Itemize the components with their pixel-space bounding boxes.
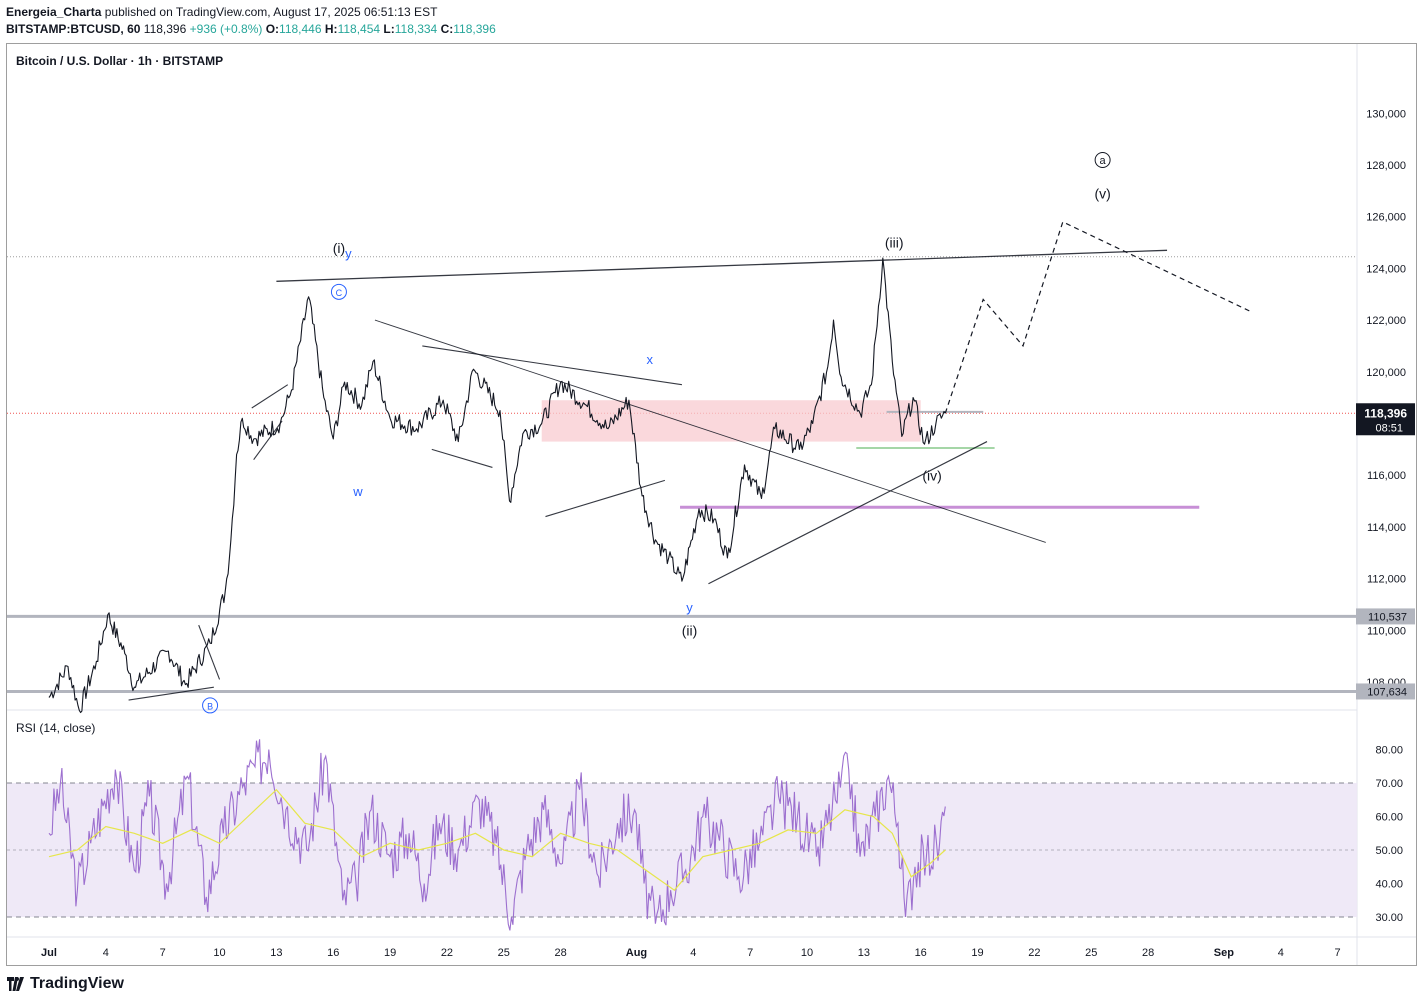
high-value: 118,454 — [337, 22, 381, 36]
open-value: 118,446 — [279, 22, 322, 36]
close-value: 118,396 — [453, 22, 496, 36]
rsi-pane-title: RSI (14, close) — [16, 721, 95, 735]
price-tick-3: 124,000 — [1366, 263, 1406, 275]
published-text: published on TradingView.com, August 17,… — [104, 5, 438, 19]
time-tick-22: 7 — [1335, 947, 1341, 959]
time-tick-17: 22 — [1028, 947, 1040, 959]
wave-label-3: w — [352, 484, 363, 499]
rsi-tick-4: 40.00 — [1375, 879, 1403, 891]
wave-label-7: (iii) — [885, 235, 904, 251]
wave-circle-2 — [330, 283, 347, 300]
tradingview-footer[interactable]: TradingView — [6, 975, 124, 993]
rsi-tick-5: 30.00 — [1375, 912, 1403, 924]
price-tick-2: 126,000 — [1366, 212, 1406, 224]
high-label: H: — [324, 22, 338, 36]
wave-label-2: C — [336, 288, 343, 298]
time-tick-16: 19 — [971, 947, 983, 959]
time-tick-8: 25 — [498, 947, 510, 959]
last-price: 118,396 — [143, 22, 187, 36]
countdown-tag: 08:51 — [1375, 422, 1403, 434]
price-series — [48, 257, 946, 714]
flag-top — [198, 624, 221, 680]
wave-label-6: (ii) — [682, 622, 698, 638]
time-tick-15: 16 — [915, 947, 927, 959]
rsi-tick-1: 70.00 — [1375, 778, 1403, 790]
price-change: +936 (+0.8%) — [189, 22, 263, 36]
time-tick-3: 10 — [213, 947, 225, 959]
wave-label-0: (i) — [333, 240, 345, 256]
wave-circle-9 — [202, 697, 219, 714]
time-tick-2: 7 — [160, 947, 166, 959]
price-pane-title: Bitcoin / U.S. Dollar · 1h · BITSTAMP — [16, 54, 223, 68]
wave-label-1: y — [345, 246, 352, 261]
price-tick-7: 116,000 — [1367, 470, 1406, 482]
time-tick-13: 10 — [801, 947, 813, 959]
author-name[interactable]: Energeia_Charta — [6, 5, 102, 19]
footer-brand: TradingView — [30, 975, 124, 992]
time-tick-6: 19 — [384, 947, 396, 959]
open-label: O: — [265, 22, 280, 36]
close-label: C: — [440, 22, 454, 36]
triangle-bottom-right — [545, 479, 666, 518]
low-value: 118,334 — [394, 22, 438, 36]
supply-zone — [541, 400, 921, 442]
wedge-top — [251, 384, 289, 409]
time-tick-21: 4 — [1278, 947, 1284, 959]
rsi-tick-0: 80.00 — [1375, 745, 1403, 757]
wave-label-11: (v) — [1094, 186, 1110, 202]
price-tick-5: 120,000 — [1366, 367, 1406, 379]
ohlc-line: BITSTAMP:BTCUSD, 60 118,396 +936 (+0.8%)… — [6, 22, 496, 36]
ascending-trendline — [708, 441, 988, 585]
time-tick-7: 22 — [441, 947, 453, 959]
rsi-tick-3: 50.00 — [1375, 845, 1403, 857]
wave-label-10: a — [1100, 155, 1107, 167]
time-tick-18: 25 — [1085, 947, 1097, 959]
price-tick-8: 114,000 — [1367, 522, 1406, 534]
price-tick-9: 112,000 — [1367, 574, 1406, 586]
tradingview-logo-icon — [7, 977, 24, 991]
time-tick-20: Sep — [1214, 947, 1234, 959]
chart-canvas[interactable]: Bitcoin / U.S. Dollar · 1h · BITSTAMP RSI… — [7, 44, 1416, 965]
wave-label-5: y — [686, 600, 693, 615]
wave-label-8: (iv) — [922, 467, 941, 483]
wedge-bottom — [253, 420, 283, 461]
upper-trendline — [276, 249, 1168, 282]
price-tick-0: 130,000 — [1366, 108, 1406, 120]
wave-label-9: B — [207, 701, 213, 711]
rsi-tick-2: 60.00 — [1375, 812, 1403, 824]
rsi-ma-line — [48, 788, 946, 892]
wave-circle-10 — [1094, 152, 1111, 168]
wave-label-4: x — [646, 352, 653, 367]
time-tick-14: 13 — [858, 947, 870, 959]
time-tick-4: 13 — [270, 947, 282, 959]
time-tick-1: 4 — [103, 947, 109, 959]
time-tick-9: 28 — [555, 947, 567, 959]
level-tag-bg-0 — [1356, 608, 1415, 625]
projection-path — [944, 221, 1253, 414]
descending-trendline — [374, 319, 1046, 543]
flag-bottom — [128, 686, 214, 701]
publish-line: Energeia_Charta published on TradingView… — [6, 5, 437, 19]
price-tick-10: 110,000 — [1367, 625, 1406, 637]
level-tag-bg-1 — [1356, 683, 1415, 700]
low-label: L: — [383, 22, 395, 36]
time-tick-11: 4 — [690, 947, 696, 959]
symbol-label: BITSTAMP:BTCUSD, 60 — [6, 22, 141, 36]
chart-frame[interactable]: Bitcoin / U.S. Dollar · 1h · BITSTAMP RSI… — [6, 43, 1417, 966]
time-tick-10: Aug — [626, 947, 647, 959]
price-tick-1: 128,000 — [1366, 160, 1406, 172]
last-price-tag-bg — [1356, 403, 1415, 436]
time-tick-19: 28 — [1142, 947, 1154, 959]
rsi-line — [48, 739, 946, 931]
time-tick-5: 16 — [327, 947, 339, 959]
time-tick-0: Jul — [41, 947, 57, 959]
last-price-tag: 118,396 — [1364, 406, 1407, 420]
price-tick-4: 122,000 — [1366, 315, 1406, 327]
triangle-bottom-left — [431, 448, 493, 468]
time-tick-12: 7 — [747, 947, 753, 959]
triangle-top — [422, 345, 683, 386]
level-tag-0: 110,537 — [1368, 611, 1407, 623]
level-tag-1: 107,634 — [1367, 686, 1407, 698]
